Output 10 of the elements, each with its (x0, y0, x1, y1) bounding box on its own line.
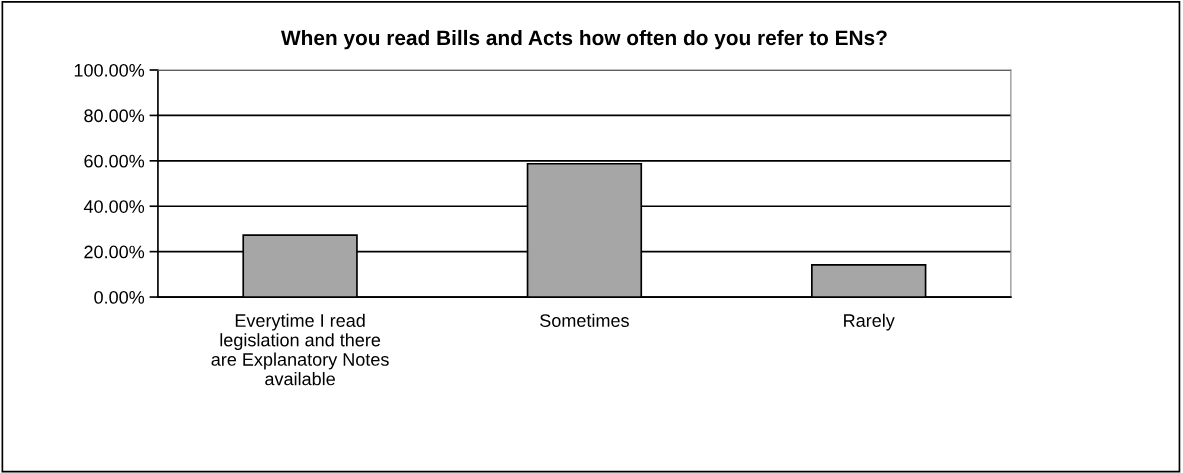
chart-title: When you read Bills and Acts how often do you refer to ENs? (280, 29, 887, 50)
y-tick-label: 20.00% (84, 245, 145, 259)
x-tick-label: Rarely (844, 313, 895, 331)
y-tick-label: 60.00% (84, 154, 145, 168)
y-tick-label: 80.00% (84, 109, 145, 123)
y-tick-label: 40.00% (83, 200, 145, 213)
x-tick-label: Sometimes (540, 313, 629, 327)
y-tick-label: 100.00% (74, 63, 145, 77)
x-tick-label: Everytime I read legislation and there are Explanatory Notes available (211, 313, 389, 386)
y-tick-label: 0.00% (94, 290, 145, 304)
